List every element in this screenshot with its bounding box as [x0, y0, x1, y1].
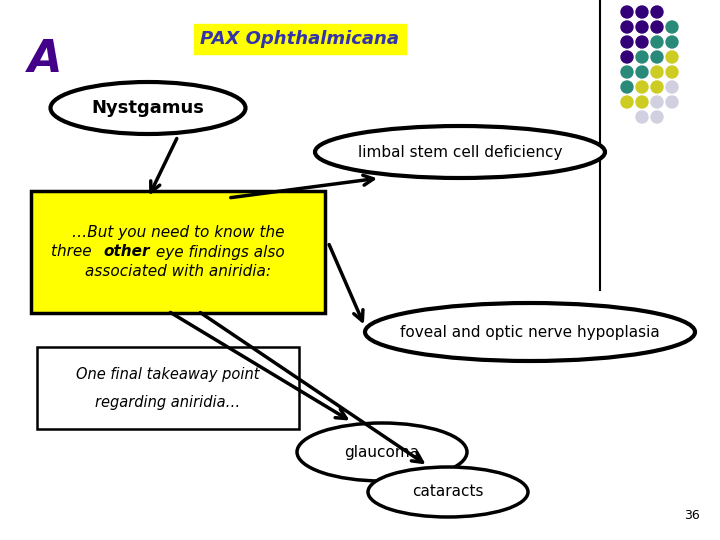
- Circle shape: [651, 96, 663, 108]
- Ellipse shape: [315, 126, 605, 178]
- Circle shape: [636, 81, 648, 93]
- Circle shape: [651, 6, 663, 18]
- FancyBboxPatch shape: [31, 191, 325, 313]
- Ellipse shape: [368, 467, 528, 517]
- Text: foveal and optic nerve hypoplasia: foveal and optic nerve hypoplasia: [400, 325, 660, 340]
- Text: One final takeaway point: One final takeaway point: [76, 367, 260, 381]
- FancyBboxPatch shape: [37, 347, 299, 429]
- Circle shape: [666, 51, 678, 63]
- Text: limbal stem cell deficiency: limbal stem cell deficiency: [358, 145, 562, 159]
- Circle shape: [621, 6, 633, 18]
- Circle shape: [651, 36, 663, 48]
- Text: cataracts: cataracts: [413, 484, 484, 500]
- Circle shape: [651, 81, 663, 93]
- Circle shape: [636, 6, 648, 18]
- Circle shape: [636, 51, 648, 63]
- Circle shape: [621, 51, 633, 63]
- Circle shape: [621, 96, 633, 108]
- Ellipse shape: [365, 303, 695, 361]
- Ellipse shape: [297, 423, 467, 481]
- Circle shape: [621, 66, 633, 78]
- Text: glaucoma: glaucoma: [344, 444, 420, 460]
- Circle shape: [621, 81, 633, 93]
- Text: other: other: [103, 245, 150, 260]
- Circle shape: [621, 21, 633, 33]
- Circle shape: [666, 66, 678, 78]
- Circle shape: [621, 36, 633, 48]
- Circle shape: [666, 21, 678, 33]
- Circle shape: [636, 21, 648, 33]
- Circle shape: [666, 36, 678, 48]
- Text: three: three: [51, 245, 96, 260]
- Circle shape: [636, 96, 648, 108]
- Text: associated with aniridia:: associated with aniridia:: [85, 264, 271, 279]
- Circle shape: [636, 66, 648, 78]
- Circle shape: [666, 81, 678, 93]
- Circle shape: [651, 66, 663, 78]
- Circle shape: [666, 96, 678, 108]
- Text: A: A: [28, 38, 63, 81]
- Text: regarding aniridia…: regarding aniridia…: [95, 395, 240, 409]
- Text: Nystgamus: Nystgamus: [91, 99, 204, 117]
- Text: eye findings also: eye findings also: [151, 245, 284, 260]
- Ellipse shape: [50, 82, 246, 134]
- Circle shape: [651, 21, 663, 33]
- Circle shape: [651, 111, 663, 123]
- Circle shape: [651, 51, 663, 63]
- Circle shape: [636, 36, 648, 48]
- Text: …But you need to know the: …But you need to know the: [72, 226, 284, 240]
- Text: PAX Ophthalmicana: PAX Ophthalmicana: [200, 30, 400, 48]
- Circle shape: [636, 111, 648, 123]
- Text: 36: 36: [684, 509, 700, 522]
